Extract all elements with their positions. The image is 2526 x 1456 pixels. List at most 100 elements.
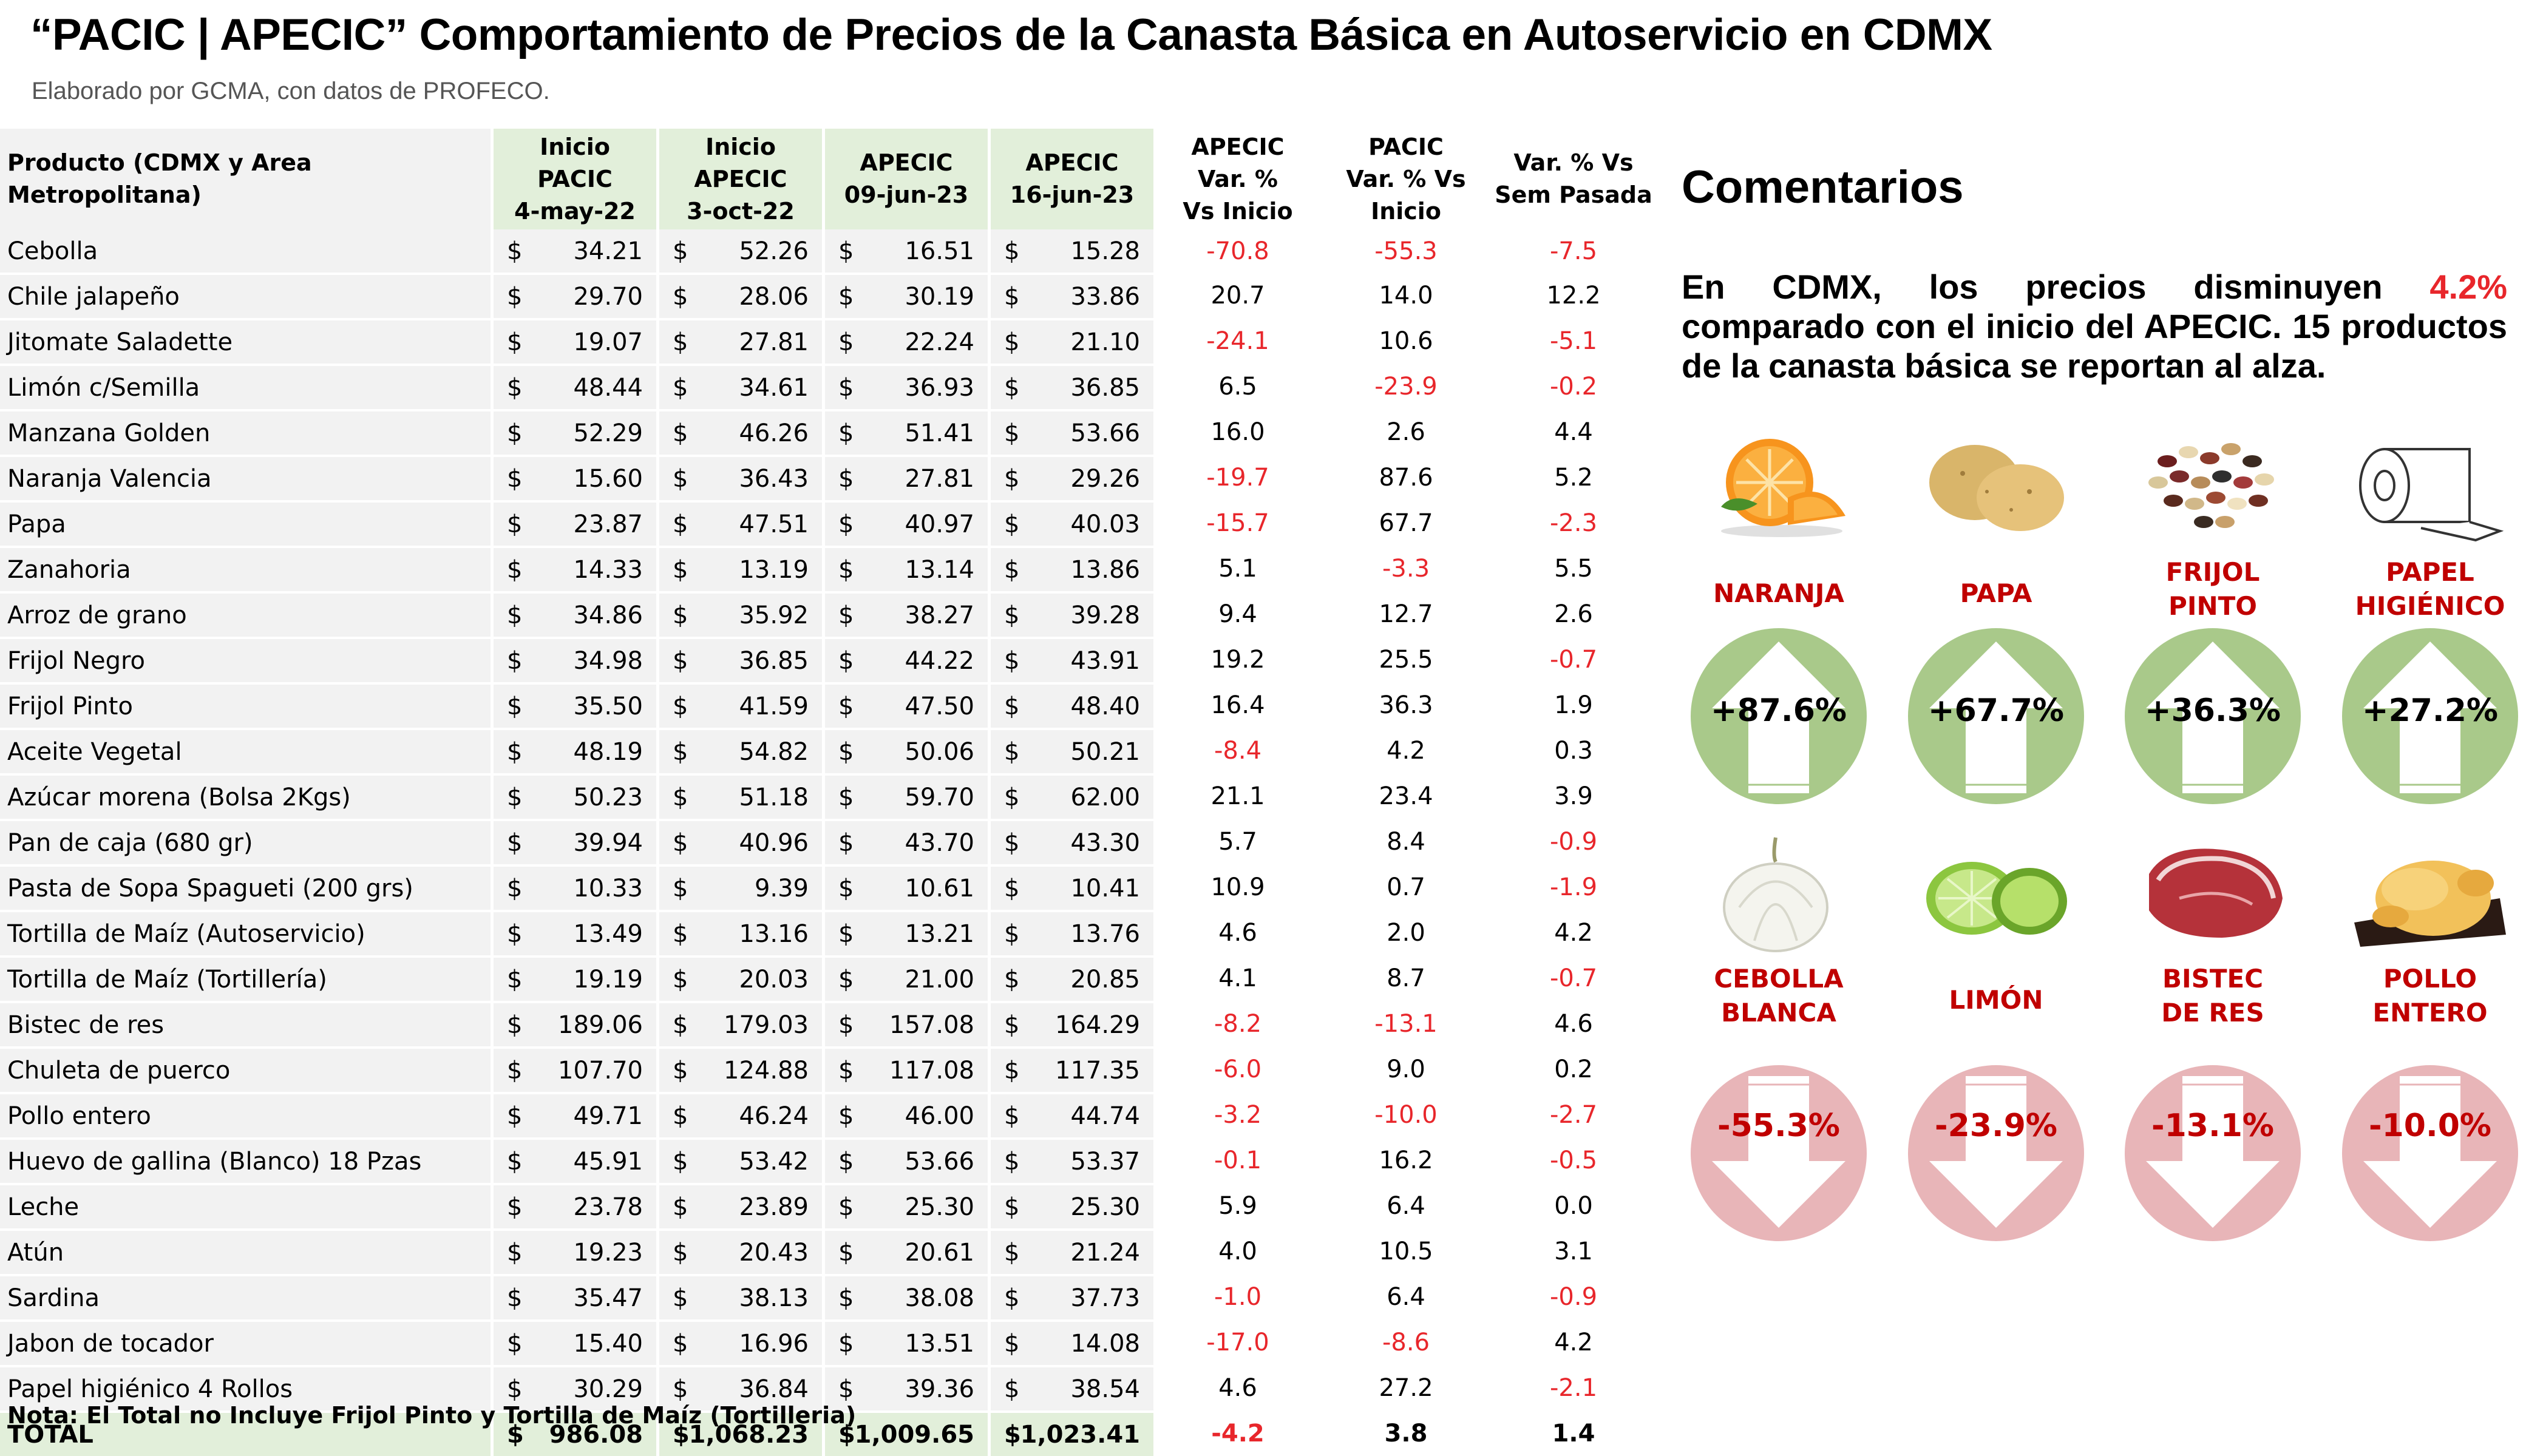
price-cell: $13.21 [822, 910, 988, 955]
variation-cell: -0.1 [1153, 1137, 1322, 1183]
table-row: Manzana Golden $52.29 $46.26 $51.41 $53.66 16… [0, 409, 1657, 455]
price-value: 46.24 [739, 1102, 809, 1130]
price-cell: $14.08 [988, 1319, 1153, 1365]
price-value: 21.00 [905, 965, 974, 994]
variation-cell: 36.3 [1322, 682, 1490, 728]
currency-symbol: $ [838, 510, 854, 538]
table-row: Arroz de grano $34.86 $35.92 $38.27 $39.28 9.… [0, 591, 1657, 637]
table-row: Papa $23.87 $47.51 $40.97 $40.03 -15.7 67.7 -2.… [0, 500, 1657, 546]
price-cell: $23.87 [491, 500, 656, 546]
currency-symbol: $ [838, 1011, 854, 1039]
price-cell: $35.47 [491, 1274, 656, 1319]
potato-icon [1914, 425, 2078, 546]
product-label: NARANJA [1685, 577, 1873, 611]
product-name: Pan de caja (680 gr) [0, 819, 491, 864]
column-header-line: Inicio [1371, 197, 1441, 225]
variation-cell: 23.4 [1322, 773, 1490, 819]
currency-symbol: $ [1004, 1329, 1020, 1358]
price-value: 36.85 [1070, 373, 1140, 402]
product-label-line: PAPA [1960, 578, 2032, 608]
price-value: 41.59 [739, 692, 809, 720]
currency-symbol: $ [1004, 1011, 1020, 1039]
down-arrow-icon: -10.0% [2342, 1065, 2518, 1241]
column-header-line: Var. % Vs [1513, 149, 1634, 176]
currency-symbol: $ [1004, 828, 1020, 857]
currency-symbol: $ [507, 419, 523, 447]
comments-text-before: En CDMX, los precios disminuyen [1682, 268, 2430, 306]
price-value: 48.19 [573, 737, 643, 766]
table-row: Pollo entero $49.71 $46.24 $46.00 $44.74 -3.2… [0, 1092, 1657, 1137]
product-name: Azúcar morena (Bolsa 2Kgs) [0, 773, 491, 819]
price-value: 44.74 [1070, 1102, 1140, 1130]
down-arrow-icon: -23.9% [1908, 1065, 2084, 1241]
product-name: Tortilla de Maíz (Autoservicio) [0, 910, 491, 955]
price-cell: $44.22 [822, 637, 988, 682]
price-value: 40.96 [739, 828, 809, 857]
currency-symbol: $ [838, 419, 854, 447]
price-cell: $10.61 [822, 864, 988, 910]
price-value: 20.03 [739, 965, 809, 994]
price-cell: $124.88 [656, 1046, 822, 1092]
price-value: 43.91 [1070, 646, 1140, 675]
price-value: 34.98 [573, 646, 643, 675]
currency-symbol: $ [838, 1238, 854, 1267]
price-cell: $34.98 [491, 637, 656, 682]
variation-cell: 4.6 [1153, 910, 1322, 955]
column-header-line: APECIC [1025, 149, 1119, 176]
table-row: Pan de caja (680 gr) $39.94 $40.96 $43.70 $4… [0, 819, 1657, 864]
price-value: 164.29 [1055, 1011, 1140, 1039]
increase-indicator: NARANJA +87.6% [1685, 425, 1873, 825]
product-label-line: POLLO [2383, 964, 2477, 994]
currency-symbol: $ [507, 282, 523, 311]
product-name: Jitomate Saladette [0, 318, 491, 364]
table-row: Atún $19.23 $20.43 $20.61 $21.24 4.0 10.5 3.1 [0, 1228, 1657, 1274]
price-cell: $34.61 [656, 364, 822, 409]
price-value: 179.03 [724, 1011, 809, 1039]
price-value: 27.81 [905, 464, 974, 493]
currency-symbol: $ [507, 601, 523, 629]
currency-symbol: $ [673, 555, 688, 584]
product-label-line: DE RES [2161, 998, 2264, 1028]
variation-cell: 10.9 [1153, 864, 1322, 910]
column-header-line: Producto (CDMX y Area Metropolitana) [7, 149, 312, 208]
price-cell: $39.36 [822, 1365, 988, 1410]
price-cell: $40.96 [656, 819, 822, 864]
price-value: 62.00 [1070, 783, 1140, 811]
beans-icon [2131, 425, 2295, 546]
price-value: 36.93 [905, 373, 974, 402]
currency-symbol: $ [507, 464, 523, 493]
price-value: 19.07 [573, 328, 643, 356]
price-cell: $47.51 [656, 500, 822, 546]
price-cell: $117.35 [988, 1046, 1153, 1092]
currency-symbol: $ [507, 828, 523, 857]
price-value: 38.13 [739, 1284, 809, 1312]
currency-symbol: $ [838, 1375, 854, 1403]
price-value: 117.08 [889, 1056, 974, 1085]
column-header-apecic-var: APECIC Var. % Vs Inicio [1153, 129, 1322, 229]
product-name: Pasta de Sopa Spagueti (200 grs) [0, 864, 491, 910]
price-value: 23.89 [739, 1193, 809, 1221]
currency-symbol: $ [673, 282, 688, 311]
variation-cell: 6.4 [1322, 1274, 1490, 1319]
product-label-line: LIMÓN [1949, 985, 2043, 1015]
product-name: Zanahoria [0, 546, 491, 591]
price-value: 53.66 [905, 1147, 974, 1176]
price-cell: $21.10 [988, 318, 1153, 364]
price-cell: $36.84 [656, 1365, 822, 1410]
price-value: 189.06 [558, 1011, 643, 1039]
decrease-indicator: POLLO ENTERO -10.0% [2336, 831, 2524, 1241]
variation-cell: 4.2 [1322, 728, 1490, 773]
page-title: “PACIC | APECIC” Comportamiento de Preci… [30, 10, 1992, 59]
price-value: 10.61 [905, 874, 974, 902]
price-cell: $15.40 [491, 1319, 656, 1365]
product-name: Frijol Pinto [0, 682, 491, 728]
price-cell: $53.66 [988, 409, 1153, 455]
price-cell: $50.21 [988, 728, 1153, 773]
variation-cell: 5.1 [1153, 546, 1322, 591]
price-value: 10.41 [1070, 874, 1140, 902]
variation-cell: -4.2 [1153, 1410, 1322, 1456]
price-value: 10.33 [573, 874, 643, 902]
variation-cell: -0.7 [1490, 955, 1657, 1001]
variation-cell: -19.7 [1153, 455, 1322, 500]
variation-cell: -6.0 [1153, 1046, 1322, 1092]
